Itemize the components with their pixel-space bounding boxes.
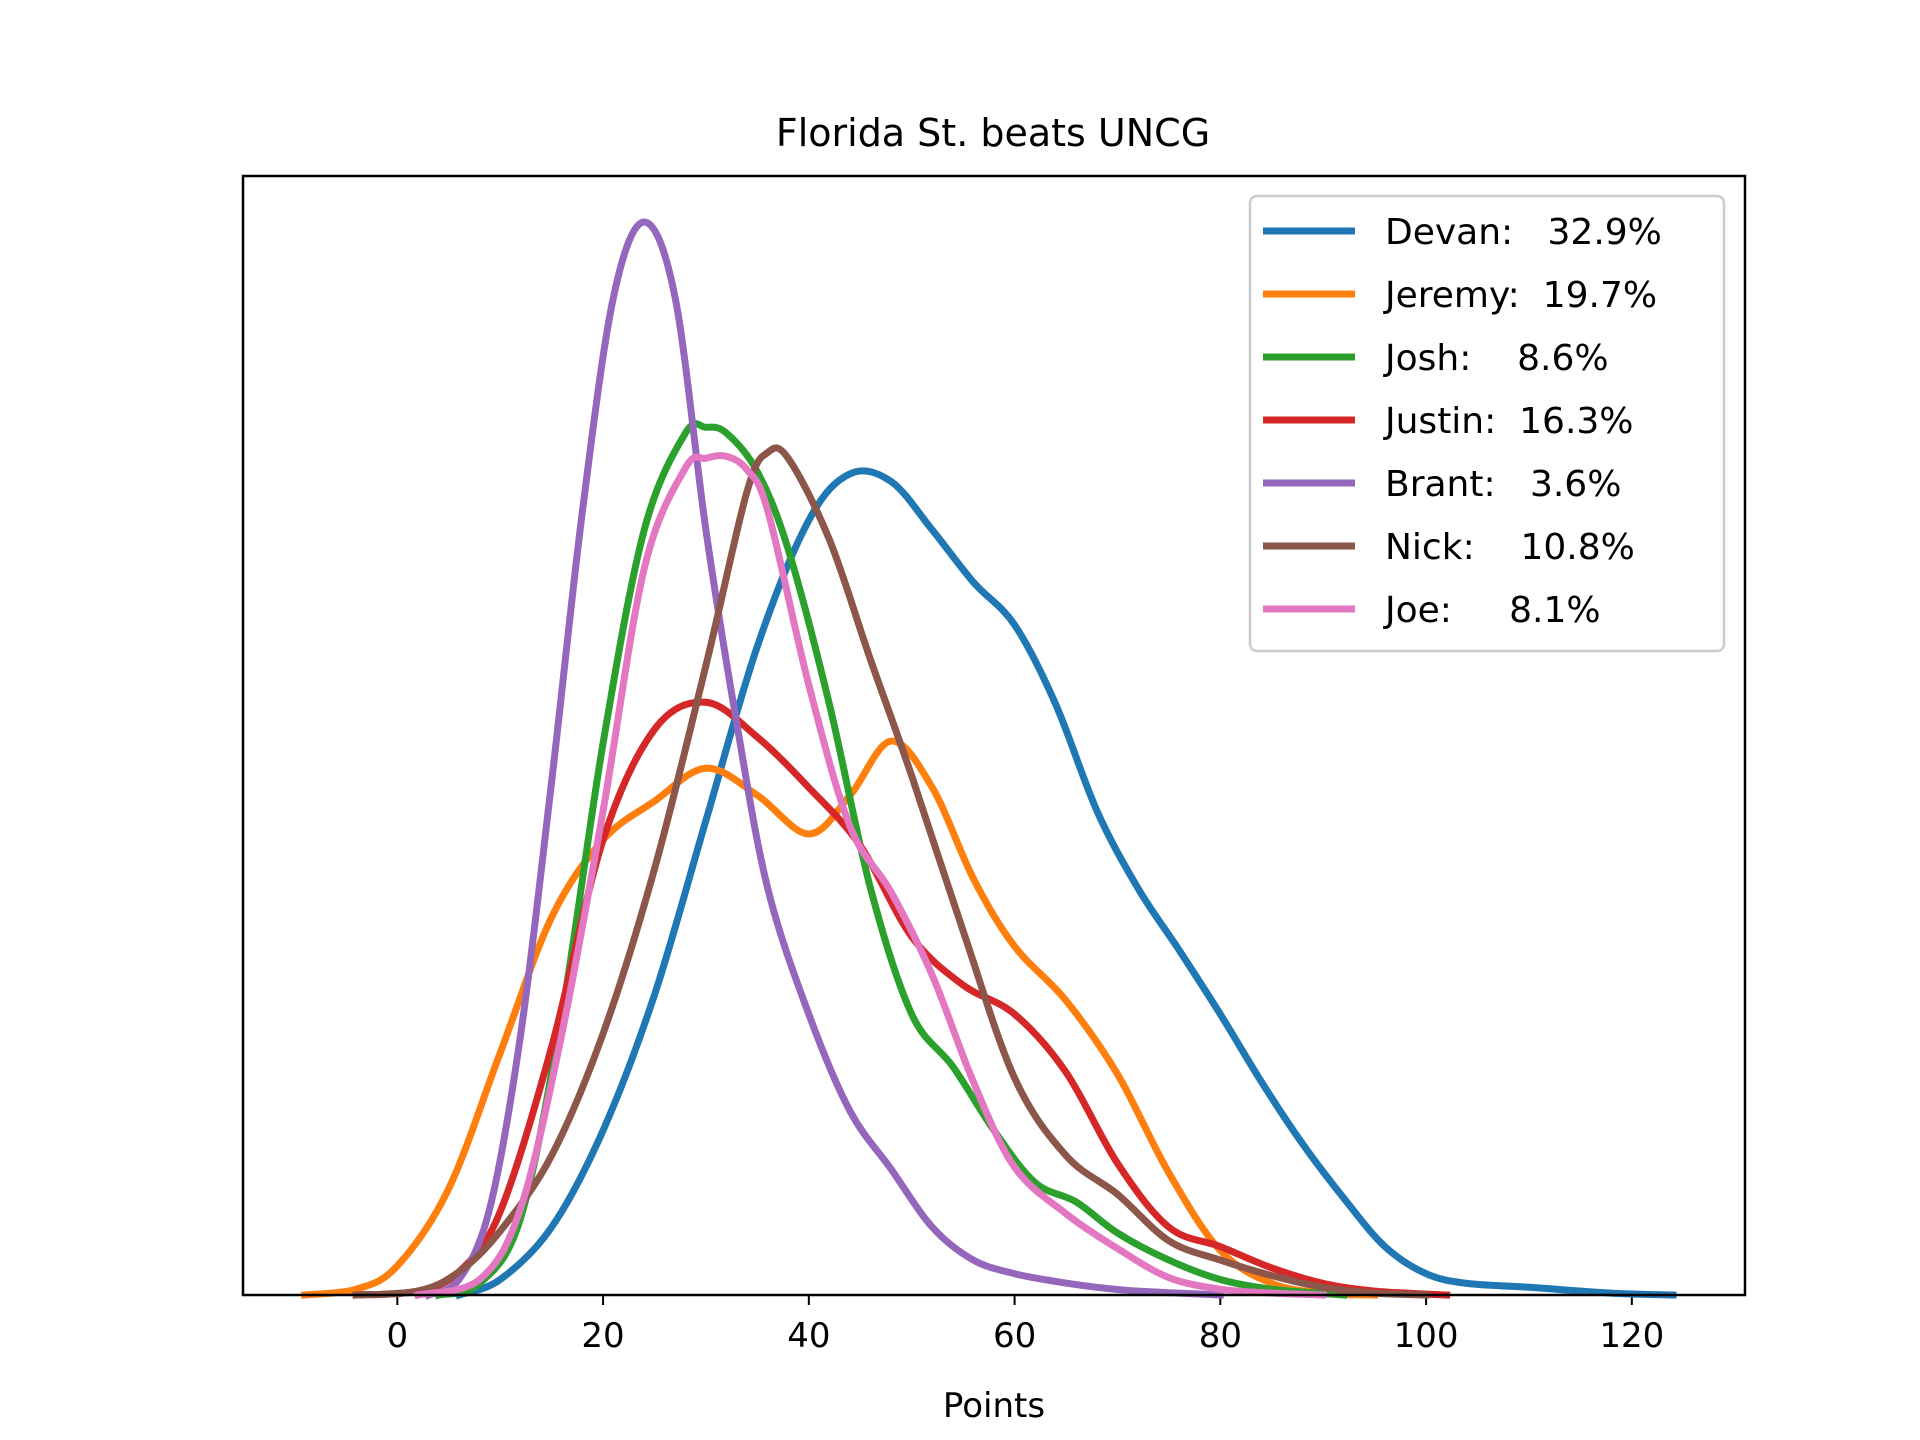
x-tick-label: 100 [1394, 1316, 1459, 1356]
chart-title: Florida St. beats UNCG [776, 111, 1210, 155]
x-tick-label: 60 [993, 1316, 1036, 1356]
legend-label-3: Josh: 8.6% [1383, 338, 1609, 379]
x-tick-label: 80 [1199, 1316, 1242, 1356]
legend-label-4: Justin: 16.3% [1383, 401, 1634, 442]
x-tick-label: 0 [386, 1316, 408, 1356]
series-line-5 [423, 218, 1224, 1300]
legend-label-5: Brant: 3.6% [1385, 464, 1621, 505]
legend-box [1248, 194, 1726, 653]
x-tick-label: 20 [581, 1316, 624, 1356]
plot-area-frame [241, 174, 1747, 1297]
x-axis-label: Points [943, 1386, 1045, 1426]
series-line-3 [434, 420, 1348, 1300]
series-line-1 [454, 467, 1677, 1300]
series-line-6 [352, 444, 1430, 1299]
series-line-7 [413, 452, 1327, 1300]
legend-label-2: Jeremy: 19.7% [1383, 275, 1657, 316]
legend: Devan: 32.9% Jeremy: 19.7% Josh: 8.6% Justi… [1248, 194, 1726, 653]
series-layer [300, 218, 1677, 1300]
x-tick-label: 120 [1599, 1316, 1664, 1356]
legend-label-6: Nick: 10.8% [1385, 527, 1635, 568]
x-axis-ticks: 0 20 40 60 80 100 120 [386, 1295, 1664, 1356]
legend-label-1: Devan: 32.9% [1385, 212, 1662, 253]
legend-label-7: Joe: 8.1% [1383, 590, 1601, 631]
x-tick-label: 40 [787, 1316, 830, 1356]
